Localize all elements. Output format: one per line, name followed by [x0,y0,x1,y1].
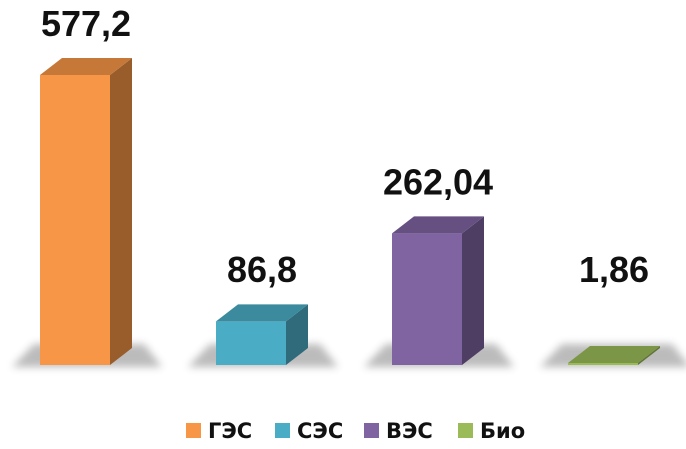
bar-front-0 [40,75,110,365]
bars-layer [40,58,660,365]
legend-item-2: ВЭС [364,419,433,443]
bar-side-3 [638,346,660,365]
legend-label-3: Био [480,419,525,443]
bar-top-2 [392,216,484,234]
data-label-0: 577,2 [41,3,131,44]
legend-item-0: ГЭС [186,419,252,443]
legend-label-1: СЭС [297,419,343,443]
bar-side-1 [286,304,308,365]
data-label-2: 262,04 [383,161,493,202]
bar-top-3 [568,346,660,363]
bar-2 [392,216,484,365]
legend-swatch-2 [364,423,379,438]
bar-top-0 [40,58,132,75]
data-labels-layer: 577,2 86,8 262,04 1,86 [41,3,649,290]
bar-top-1 [216,304,308,322]
bar-front-2 [392,233,462,365]
legend-swatch-0 [186,423,201,438]
bar-3 [568,346,660,365]
legend-swatch-1 [275,423,290,438]
legend-label-0: ГЭС [208,419,252,443]
bar-side-0 [110,58,132,365]
bar-front-3 [568,363,638,365]
data-label-1: 86,8 [227,249,297,290]
legend-label-2: ВЭС [386,419,433,443]
legend-swatch-3 [458,423,473,438]
bar-front-1 [216,321,286,365]
legend-item-3: Био [458,419,525,443]
bar-1 [216,304,308,365]
legend: ГЭС СЭС ВЭС Био [186,419,525,443]
data-label-3: 1,86 [579,249,649,290]
bar-side-2 [462,216,484,365]
bar-0 [40,58,132,365]
legend-item-1: СЭС [275,419,343,443]
